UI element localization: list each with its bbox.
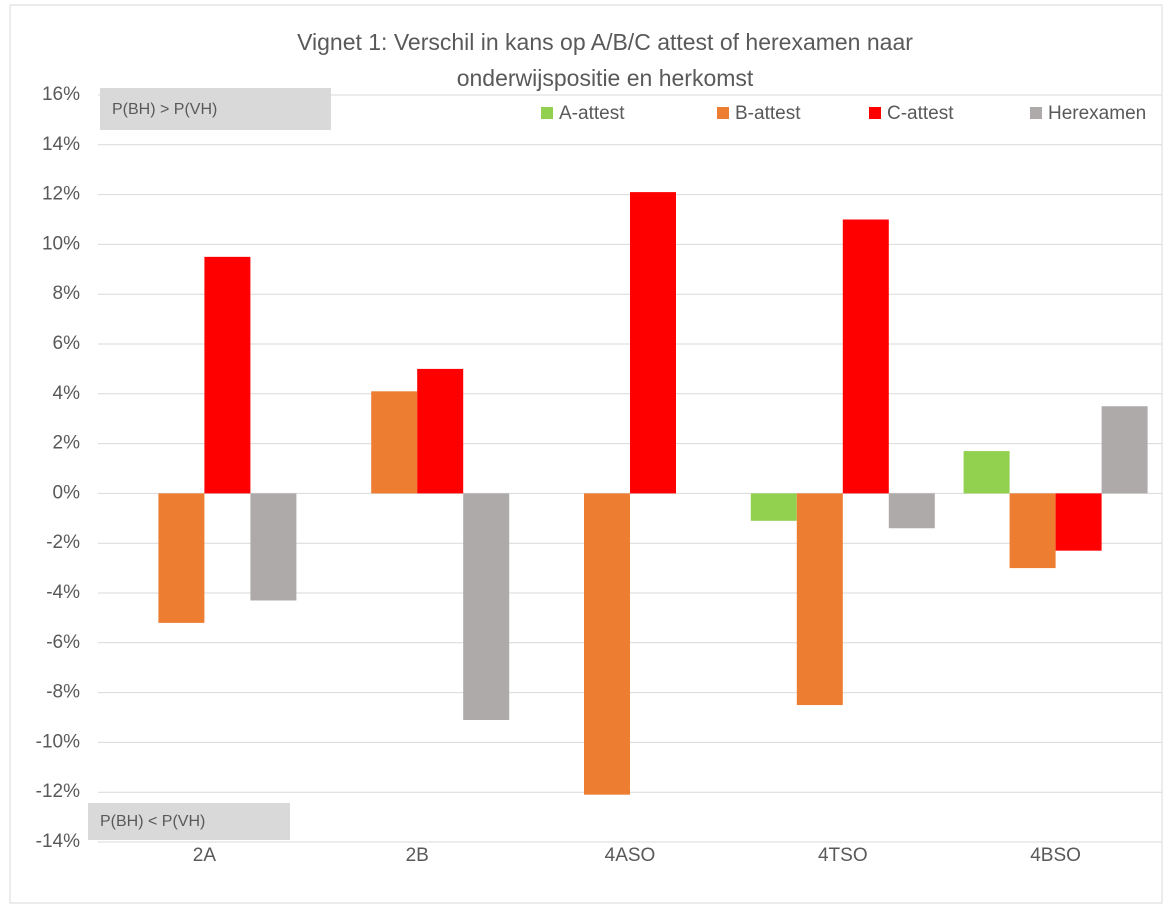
y-tick-label: -6% xyxy=(46,632,80,653)
chart-title: Vignet 1: Verschil in kans op A/B/C atte… xyxy=(297,29,913,55)
bar xyxy=(750,493,797,521)
bar xyxy=(796,493,843,706)
y-tick-label: 6% xyxy=(53,333,81,354)
legend-label: C-attest xyxy=(887,103,954,124)
x-tick-label: 4TSO xyxy=(818,845,868,866)
legend-swatch xyxy=(1030,107,1042,119)
y-tick-label: 4% xyxy=(53,383,81,404)
x-tick-label: 2A xyxy=(193,845,217,866)
chart-title: onderwijspositie en herkomst xyxy=(457,65,754,91)
y-tick-label: 8% xyxy=(53,283,81,304)
annotation-box xyxy=(88,803,290,840)
bar xyxy=(1101,406,1148,494)
y-tick-label: 10% xyxy=(42,233,80,254)
legend-label: A-attest xyxy=(559,103,625,124)
annotation: P(BH) > P(VH) xyxy=(112,101,217,118)
bar xyxy=(630,192,676,494)
legend-label: B-attest xyxy=(735,103,801,124)
bar xyxy=(463,493,510,720)
bar xyxy=(584,493,630,795)
annotation: P(BH) < P(VH) xyxy=(100,813,205,830)
y-tick-label: -12% xyxy=(36,781,80,802)
legend-swatch xyxy=(541,107,553,119)
y-tick-label: -14% xyxy=(36,831,80,852)
bar xyxy=(158,493,205,623)
bar xyxy=(1055,493,1102,551)
x-tick-label: 4BSO xyxy=(1030,845,1081,866)
bar xyxy=(842,219,889,494)
bar xyxy=(250,493,297,601)
y-tick-label: 12% xyxy=(42,184,80,205)
bar xyxy=(204,256,251,494)
legend-label: Herexamen xyxy=(1048,103,1146,124)
legend-swatch xyxy=(869,107,881,119)
y-tick-label: -10% xyxy=(36,731,80,752)
y-tick-label: -4% xyxy=(46,582,80,603)
y-tick-label: -8% xyxy=(46,682,80,703)
y-tick-label: -2% xyxy=(46,532,80,553)
bar xyxy=(1009,493,1056,569)
bar xyxy=(417,368,464,494)
bar xyxy=(963,451,1010,494)
legend-swatch xyxy=(717,107,729,119)
x-tick-label: 4ASO xyxy=(605,845,656,866)
y-tick-label: 0% xyxy=(53,482,81,503)
y-tick-label: 16% xyxy=(42,84,80,105)
bar xyxy=(371,391,418,494)
x-tick-label: 2B xyxy=(406,845,429,866)
bar xyxy=(888,493,935,529)
y-tick-label: 2% xyxy=(53,433,81,454)
y-tick-label: 14% xyxy=(42,134,80,155)
